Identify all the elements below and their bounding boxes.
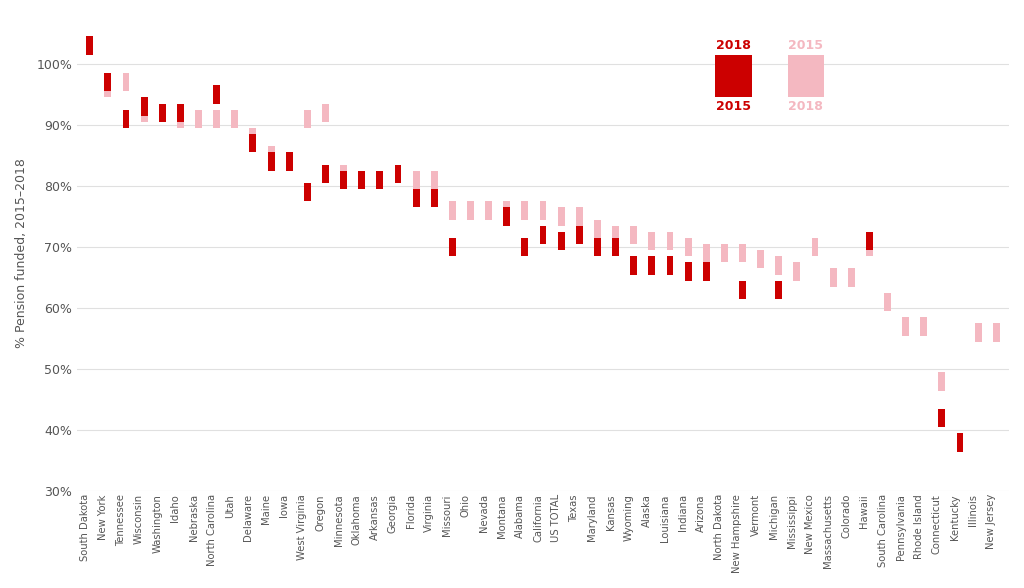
Bar (685, 238, 691, 256)
Bar (267, 146, 274, 165)
Bar (575, 208, 583, 226)
Bar (594, 238, 601, 256)
Bar (377, 171, 383, 189)
Bar (449, 201, 456, 219)
Bar (993, 323, 999, 342)
Bar (521, 238, 528, 256)
Bar (812, 238, 818, 256)
Bar (177, 109, 184, 128)
Bar (104, 79, 112, 98)
Bar (213, 85, 220, 103)
Bar (902, 318, 909, 336)
Bar (504, 201, 510, 219)
Bar (794, 262, 801, 280)
Bar (594, 219, 601, 238)
Bar (377, 171, 383, 189)
Bar (975, 323, 982, 342)
Bar (558, 208, 564, 226)
Bar (413, 171, 420, 189)
Bar (938, 372, 945, 390)
Text: 2018: 2018 (788, 101, 823, 113)
Bar (956, 433, 964, 452)
Bar (521, 201, 528, 219)
Bar (140, 103, 147, 122)
Bar (449, 238, 456, 256)
Bar (612, 226, 618, 244)
Bar (866, 238, 872, 256)
Bar (630, 226, 637, 244)
Bar (702, 262, 710, 280)
Bar (685, 262, 691, 280)
Text: 2015: 2015 (788, 39, 823, 52)
Bar (775, 280, 782, 299)
Bar (558, 232, 564, 250)
Bar (394, 165, 401, 183)
Bar (304, 109, 310, 128)
Bar (358, 171, 366, 189)
Bar (702, 244, 710, 262)
Bar (612, 238, 618, 256)
Bar (775, 256, 782, 275)
Bar (340, 165, 347, 183)
Bar (431, 171, 437, 189)
Bar (286, 152, 293, 171)
Bar (757, 250, 764, 269)
Bar (213, 109, 220, 128)
Bar (123, 73, 129, 91)
Bar (250, 134, 256, 152)
Bar (231, 109, 239, 128)
Text: 2018: 2018 (716, 39, 751, 52)
Bar (286, 152, 293, 171)
Bar (159, 103, 166, 122)
Bar (716, 55, 752, 98)
Bar (667, 256, 674, 275)
Bar (938, 409, 945, 427)
Bar (250, 128, 256, 146)
Bar (504, 208, 510, 226)
Text: 2015: 2015 (716, 101, 751, 113)
Bar (140, 98, 147, 116)
Bar (648, 256, 655, 275)
Bar (866, 232, 872, 250)
Bar (921, 318, 927, 336)
Bar (304, 183, 310, 201)
Bar (267, 152, 274, 171)
Bar (739, 280, 745, 299)
Bar (394, 165, 401, 183)
Bar (667, 232, 674, 250)
Bar (540, 226, 547, 244)
Bar (884, 293, 891, 311)
Bar (123, 109, 129, 128)
Bar (322, 103, 329, 122)
Bar (739, 244, 745, 262)
Bar (630, 256, 637, 275)
Bar (787, 55, 824, 98)
Bar (358, 171, 366, 189)
Bar (177, 103, 184, 122)
Bar (540, 201, 547, 219)
Bar (721, 244, 728, 262)
Bar (485, 201, 493, 219)
Bar (467, 201, 474, 219)
Bar (848, 269, 855, 287)
Bar (340, 171, 347, 189)
Bar (829, 269, 837, 287)
Y-axis label: % Pension funded, 2015–2018: % Pension funded, 2015–2018 (15, 158, 28, 348)
Bar (575, 226, 583, 244)
Bar (159, 103, 166, 122)
Bar (413, 189, 420, 208)
Bar (431, 189, 437, 208)
Bar (322, 165, 329, 183)
Bar (196, 109, 202, 128)
Bar (86, 36, 93, 55)
Bar (104, 73, 112, 91)
Bar (648, 232, 655, 250)
